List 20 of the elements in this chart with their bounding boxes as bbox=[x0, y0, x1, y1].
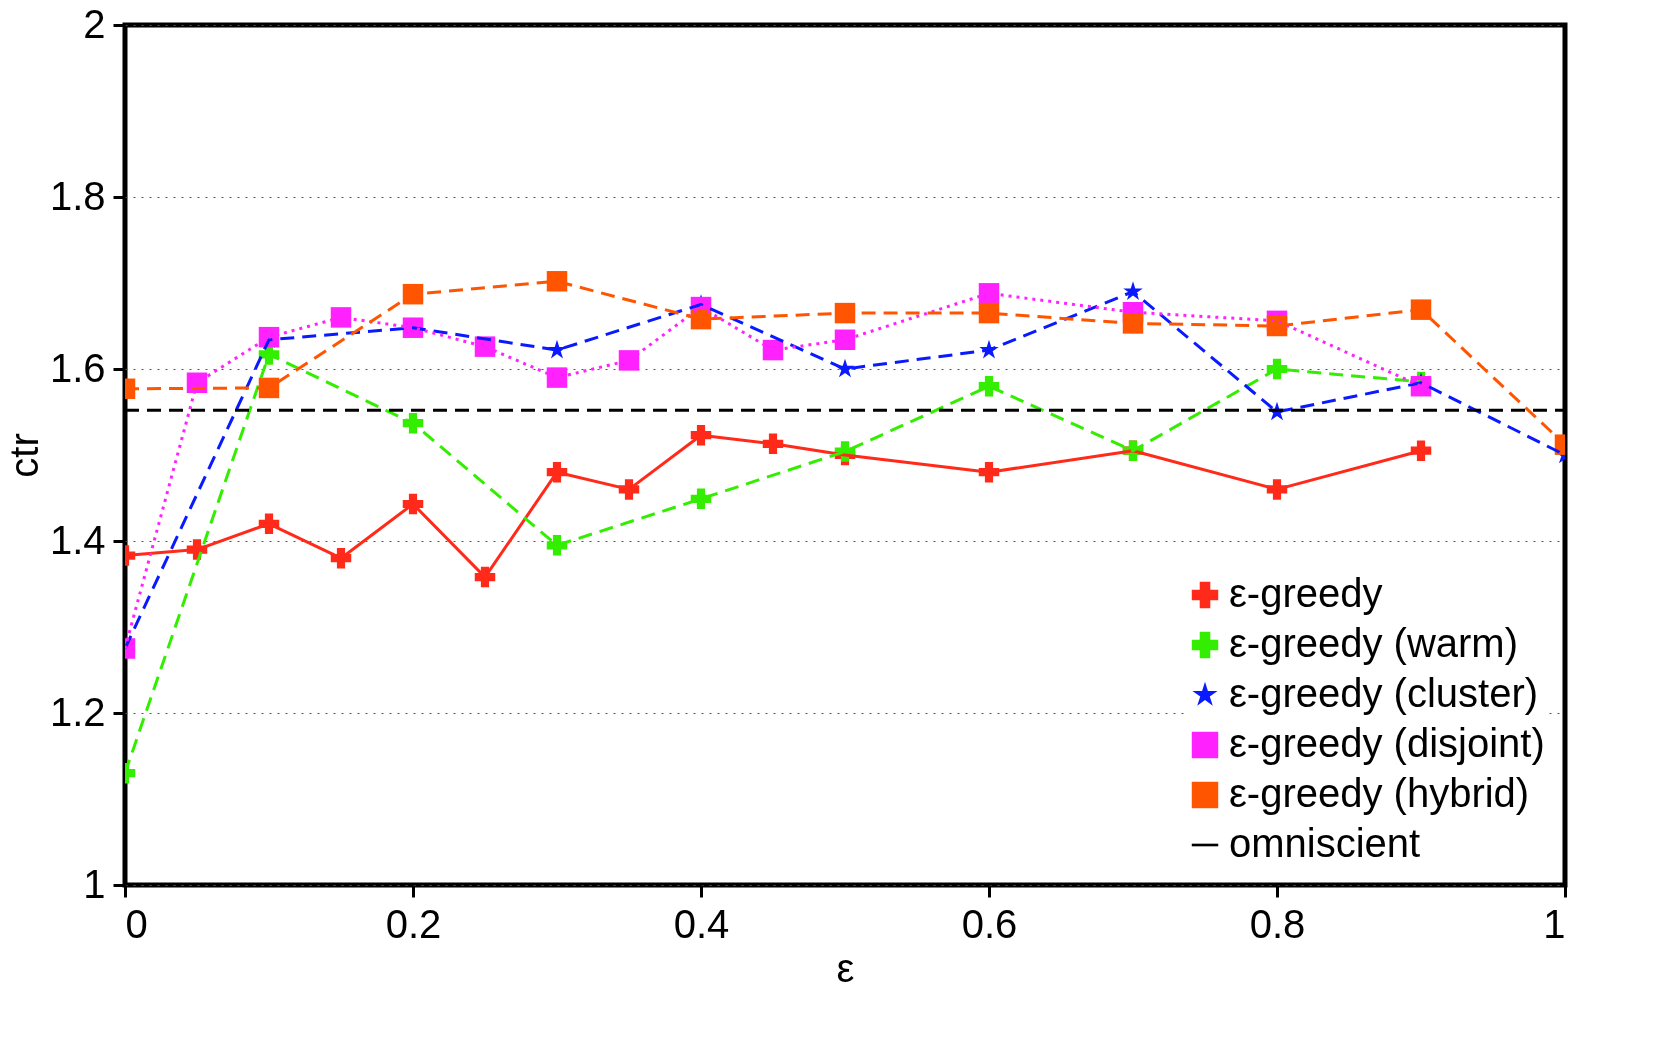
y-tick-label: 2 bbox=[83, 1, 106, 46]
y-tick-label: 1.8 bbox=[49, 173, 106, 218]
y-tick-label: 1.4 bbox=[49, 517, 106, 562]
legend-label: ε-greedy (warm) bbox=[1229, 621, 1518, 665]
x-tick-label: 1 bbox=[1543, 901, 1566, 946]
x-tick-label: 0.4 bbox=[673, 901, 730, 946]
y-tick-label: 1.6 bbox=[49, 345, 106, 390]
y-tick-label: 1.2 bbox=[49, 689, 106, 734]
legend-label: omniscient bbox=[1229, 821, 1421, 865]
x-tick-label: 0.8 bbox=[1249, 901, 1306, 946]
y-tick-label: 1 bbox=[83, 861, 106, 906]
legend-label: ε-greedy (disjoint) bbox=[1229, 721, 1545, 765]
legend-label: ε-greedy bbox=[1229, 571, 1383, 615]
x-tick-label: 0.2 bbox=[385, 901, 442, 946]
x-tick-label: 0 bbox=[125, 901, 148, 946]
x-axis-title: ε bbox=[836, 945, 855, 990]
legend-label: ε-greedy (cluster) bbox=[1229, 671, 1539, 715]
y-axis-title: ctr bbox=[1, 433, 46, 478]
legend-label: ε-greedy (hybrid) bbox=[1229, 771, 1530, 815]
x-tick-label: 0.6 bbox=[961, 901, 1018, 946]
